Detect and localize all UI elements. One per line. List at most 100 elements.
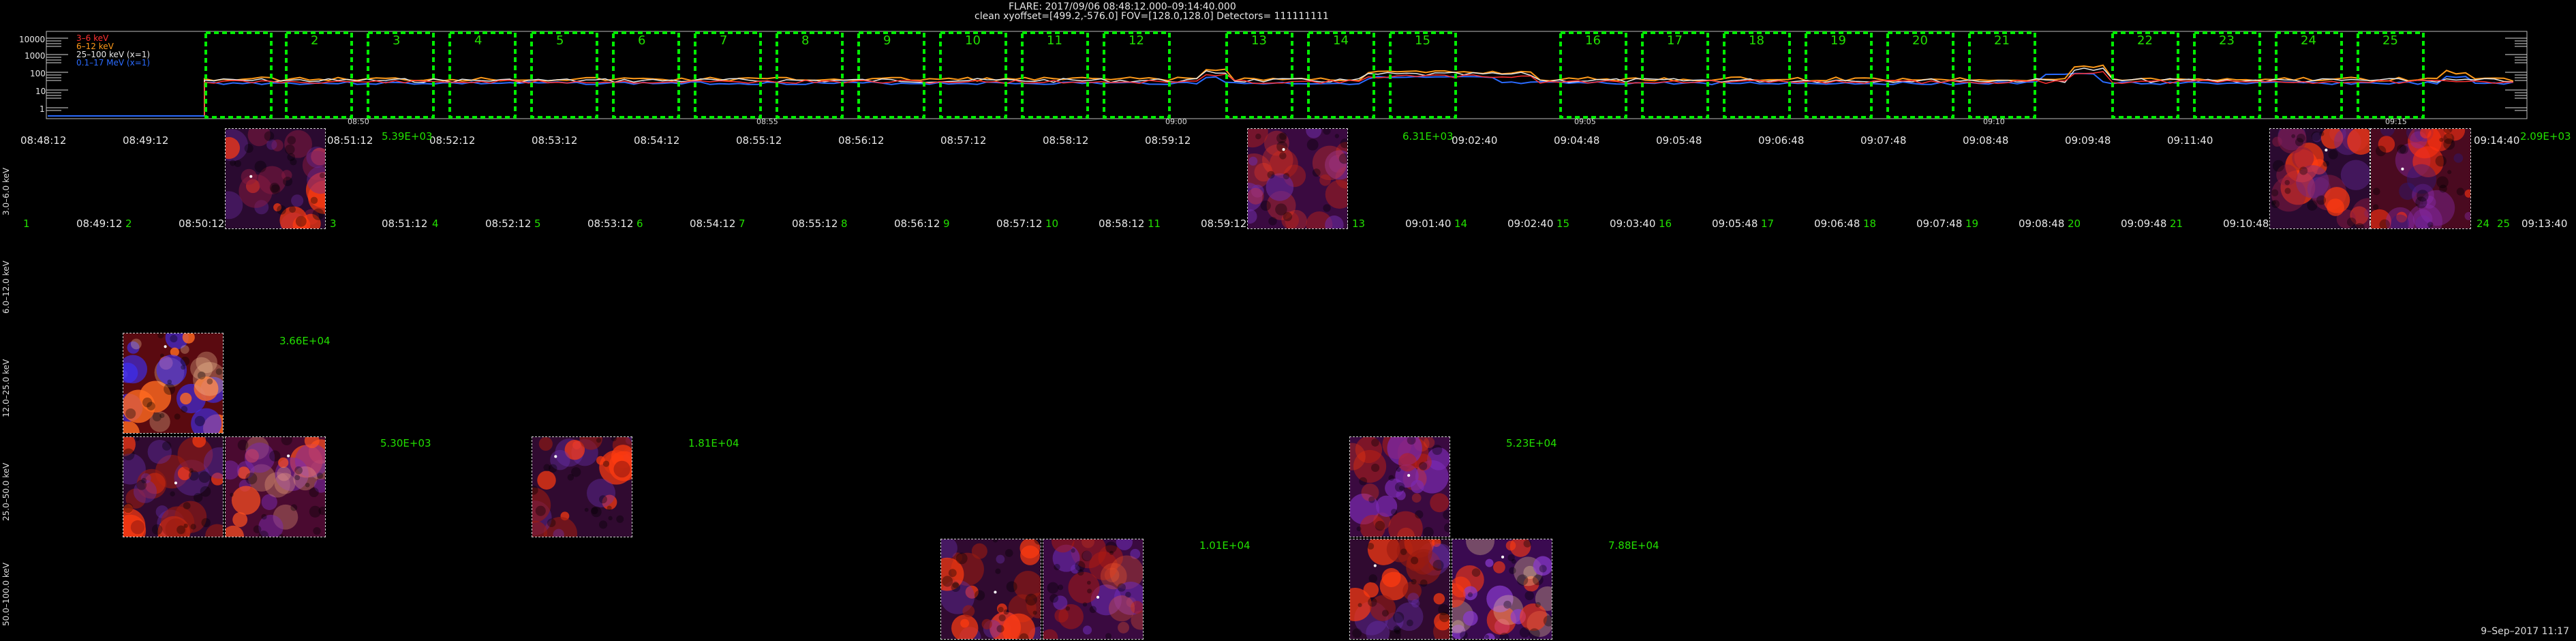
interval-end-time: 09:10:48: [2223, 218, 2269, 230]
time-interval-box: [776, 31, 844, 119]
interval-end-time: 08:52:12: [485, 218, 532, 230]
clean-image[interactable]: [123, 436, 224, 537]
interval-index: 15: [1557, 218, 1570, 230]
interval-end-time: 09:13:40: [2521, 218, 2568, 230]
clean-image[interactable]: [2370, 128, 2471, 229]
interval-number: 3: [393, 33, 401, 48]
time-interval-box: [1225, 31, 1293, 119]
peak-value-label: 5.39E+03: [382, 130, 433, 143]
energy-band-label: 50.0–100.0 keV: [1, 563, 11, 626]
lc-ytick-label: 10: [35, 87, 46, 96]
time-interval-box: [1389, 31, 1457, 119]
interval-index: 9: [943, 218, 950, 230]
interval-end-time: 09:06:48: [1814, 218, 1860, 230]
interval-number: 6: [638, 33, 646, 48]
interval-number: 16: [1585, 33, 1601, 48]
interval-number: 12: [1129, 33, 1144, 48]
interval-start-time: 08:48:12: [20, 134, 67, 147]
interval-end-time: 08:54:12: [690, 218, 736, 230]
interval-number: 20: [1912, 33, 1928, 48]
interval-start-time: 08:56:12: [838, 134, 885, 147]
interval-index: 17: [1761, 218, 1775, 230]
clean-image[interactable]: [225, 436, 326, 537]
time-interval-box: [857, 31, 925, 119]
interval-index: 19: [1965, 218, 1979, 230]
energy-band-label: 12.0–25.0 keV: [1, 359, 11, 417]
peak-value-label: 7.88E+04: [1608, 539, 1659, 552]
energy-band-label: 25.0–50.0 keV: [1, 462, 11, 521]
time-interval-box: [1559, 31, 1627, 119]
energy-band-label: 6.0–12.0 keV: [1, 260, 11, 314]
peak-value-label: 5.30E+03: [380, 437, 431, 449]
lc-ytick-label: 100: [30, 69, 46, 78]
interval-index: 2: [125, 218, 132, 230]
interval-number: 5: [556, 33, 564, 48]
interval-end-time: 08:56:12: [894, 218, 940, 230]
interval-index: 6: [637, 218, 643, 230]
lc-time-tick: 09:10: [1983, 117, 2005, 126]
clean-image[interactable]: [1452, 539, 1552, 640]
interval-index: 10: [1045, 218, 1059, 230]
plot-title: FLARE: 2017/09/06 08:48:12.000–09:14:40.…: [1009, 1, 1236, 12]
interval-number: 22: [2137, 33, 2153, 48]
time-interval-box: [204, 31, 273, 119]
interval-index: 25: [2497, 218, 2511, 230]
interval-end-time: 09:08:48: [2019, 218, 2065, 230]
clean-image[interactable]: [1247, 128, 1348, 229]
peak-value-label: 6.31E+03: [1402, 130, 1454, 143]
interval-number: 17: [1667, 33, 1683, 48]
clean-image[interactable]: [1349, 436, 1450, 537]
interval-index: 1: [23, 218, 30, 230]
interval-number: 2: [311, 33, 319, 48]
clean-image[interactable]: [940, 539, 1041, 640]
lc-ytick-label: 1000: [25, 51, 46, 61]
interval-number: 4: [474, 33, 482, 48]
interval-number: 25: [2382, 33, 2398, 48]
interval-index: 8: [841, 218, 848, 230]
time-interval-box: [1021, 31, 1089, 119]
interval-start-time: 09:09:48: [2065, 134, 2111, 147]
interval-start-time: 08:57:12: [940, 134, 987, 147]
interval-index: 13: [1352, 218, 1366, 230]
clean-image[interactable]: [2269, 128, 2370, 229]
interval-number: 10: [965, 33, 981, 48]
time-interval-box: [2275, 31, 2343, 119]
interval-index: 16: [1659, 218, 1672, 230]
clean-image[interactable]: [532, 436, 632, 537]
interval-number: 23: [2219, 33, 2235, 48]
interval-number: 24: [2301, 33, 2316, 48]
interval-index: 14: [1454, 218, 1468, 230]
legend-entry: 3–6 keV: [76, 33, 109, 43]
legend-entry: 6–12 keV: [76, 42, 114, 51]
clean-image[interactable]: [123, 333, 224, 434]
interval-end-time: 08:50:12: [179, 218, 225, 230]
interval-start-time: 09:07:48: [1860, 134, 1907, 147]
peak-value-label: 1.01E+04: [1199, 539, 1251, 552]
peak-value-label: 3.66E+04: [279, 335, 331, 347]
time-interval-box: [1103, 31, 1171, 119]
interval-number: 11: [1047, 33, 1062, 48]
time-interval-box: [285, 31, 353, 119]
interval-end-time: 09:02:40: [1507, 218, 1554, 230]
interval-index: 18: [1863, 218, 1877, 230]
interval-start-time: 09:02:40: [1452, 134, 1498, 147]
time-interval-box: [1805, 31, 1873, 119]
time-interval-box: [939, 31, 1007, 119]
time-interval-box: [448, 31, 517, 119]
interval-number: 18: [1749, 33, 1764, 48]
legend-entry: 0.1–17 MeV (x=1): [76, 58, 151, 68]
interval-end-time: 09:07:48: [1916, 218, 1963, 230]
interval-start-time: 08:52:12: [429, 134, 476, 147]
clean-image[interactable]: [1043, 539, 1144, 640]
interval-index: 20: [2068, 218, 2081, 230]
interval-start-time: 08:51:12: [327, 134, 373, 147]
time-interval-box: [1641, 31, 1709, 119]
interval-start-time: 09:11:40: [2167, 134, 2213, 147]
interval-start-time: 08:55:12: [736, 134, 782, 147]
clean-image[interactable]: [225, 128, 326, 229]
time-interval-box: [1307, 31, 1375, 119]
interval-start-time: 09:05:48: [1656, 134, 1702, 147]
lc-ytick-label: 1: [40, 104, 45, 114]
clean-image[interactable]: [1349, 539, 1450, 640]
interval-end-time: 09:03:40: [1610, 218, 1656, 230]
